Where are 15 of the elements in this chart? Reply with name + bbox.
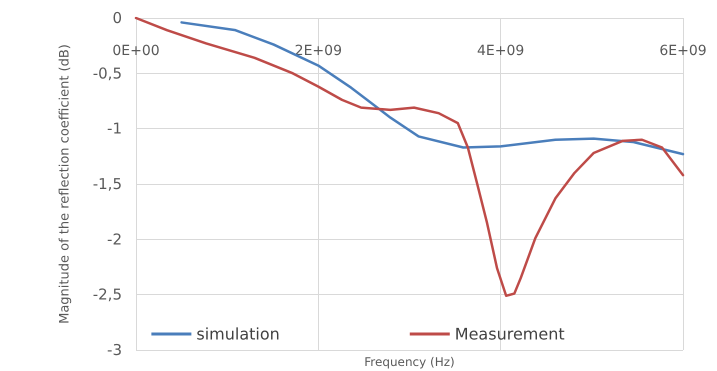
y-tick-label: -0,5 [92, 64, 122, 82]
y-axis-title: Magnitude of the reflection coefficient (dB) [58, 44, 72, 324]
x-tick-label: 6E+09 [659, 43, 707, 59]
x-tick-label: 0E+00 [112, 43, 160, 59]
y-tick-label: 0 [112, 9, 122, 27]
legend-label: simulation [196, 324, 280, 344]
y-tick-label: -2 [107, 230, 122, 248]
x-tick-label: 2E+09 [294, 43, 342, 59]
y-tick-label: -3 [107, 341, 122, 359]
y-tick-label: -1 [107, 120, 122, 138]
legend-label: Measurement [454, 324, 565, 344]
y-tick-label: -2,5 [92, 286, 122, 304]
x-axis-title: Frequency (Hz) [364, 355, 455, 369]
y-tick-label: -1,5 [92, 175, 122, 193]
x-tick-label: 4E+09 [477, 43, 524, 59]
